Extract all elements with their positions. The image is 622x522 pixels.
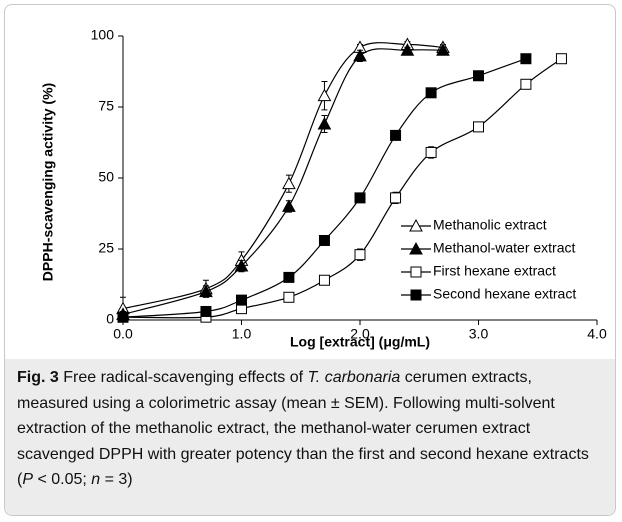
caption: Fig. 3 Free radical-scavenging effects o… (5, 359, 615, 515)
legend-label: Second hexane extract (433, 286, 576, 302)
legend-marker (410, 266, 422, 278)
caption-label: Fig. 3 (17, 369, 59, 386)
marker (282, 199, 296, 212)
caption-text: Free radical-scavenging effects of (58, 369, 308, 386)
y-tick-label: 75 (98, 98, 114, 114)
x-axis-label: Log [extract] (μg/mL) (290, 334, 430, 350)
marker (354, 192, 366, 204)
marker (318, 274, 330, 286)
x-tick-label: 3.0 (469, 326, 489, 342)
y-tick-label: 100 (91, 27, 115, 43)
y-tick-label: 0 (106, 311, 114, 327)
figure: DPPH-scavenging activity (%) Log [extrac… (4, 4, 616, 516)
marker (117, 311, 129, 323)
series-line (122, 48, 443, 315)
caption-text: n (91, 471, 101, 488)
y-tick-label: 50 (98, 169, 114, 185)
marker (318, 234, 330, 246)
legend-label: Methanolic extract (433, 217, 547, 233)
marker (282, 176, 296, 190)
series-line (122, 58, 527, 318)
marker (473, 70, 484, 82)
marker (520, 78, 532, 90)
marker (199, 284, 213, 298)
legend-marker (410, 289, 422, 301)
y-tick-label: 25 (98, 240, 114, 256)
marker (555, 53, 567, 65)
caption-text: = 3) (100, 471, 133, 488)
marker (390, 129, 402, 141)
marker (520, 53, 532, 65)
marker (236, 294, 247, 306)
series-line (122, 42, 443, 310)
marker (283, 271, 295, 283)
legend-marker (409, 218, 423, 232)
x-tick-label: 1.0 (232, 326, 252, 342)
marker (354, 249, 366, 261)
marker (317, 88, 332, 102)
legend-label: Methanol-water extract (433, 240, 576, 256)
marker (317, 116, 332, 130)
y-axis-label: DPPH-scavenging activity (%) (40, 83, 56, 281)
marker (283, 291, 295, 303)
marker (425, 87, 437, 99)
legend-label: First hexane extract (433, 263, 556, 279)
caption-text: T. carbonaria (307, 369, 401, 386)
caption-text: P (22, 471, 33, 488)
marker (353, 48, 367, 62)
marker (390, 192, 402, 204)
marker (436, 43, 450, 56)
caption-text: < 0.05; (33, 471, 92, 488)
x-tick-label: 4.0 (587, 326, 607, 342)
x-tick-label: 0.0 (113, 326, 133, 342)
marker (473, 121, 484, 133)
chart: DPPH-scavenging activity (%) Log [extrac… (40, 27, 607, 350)
marker (400, 43, 415, 56)
marker (425, 146, 437, 158)
marker (234, 258, 249, 272)
x-tick-label: 2.0 (350, 326, 370, 342)
legend-marker (409, 241, 423, 255)
series-line (122, 58, 562, 319)
caption-text: cerumen extracts, measured using a color… (17, 369, 589, 488)
marker (200, 305, 212, 317)
